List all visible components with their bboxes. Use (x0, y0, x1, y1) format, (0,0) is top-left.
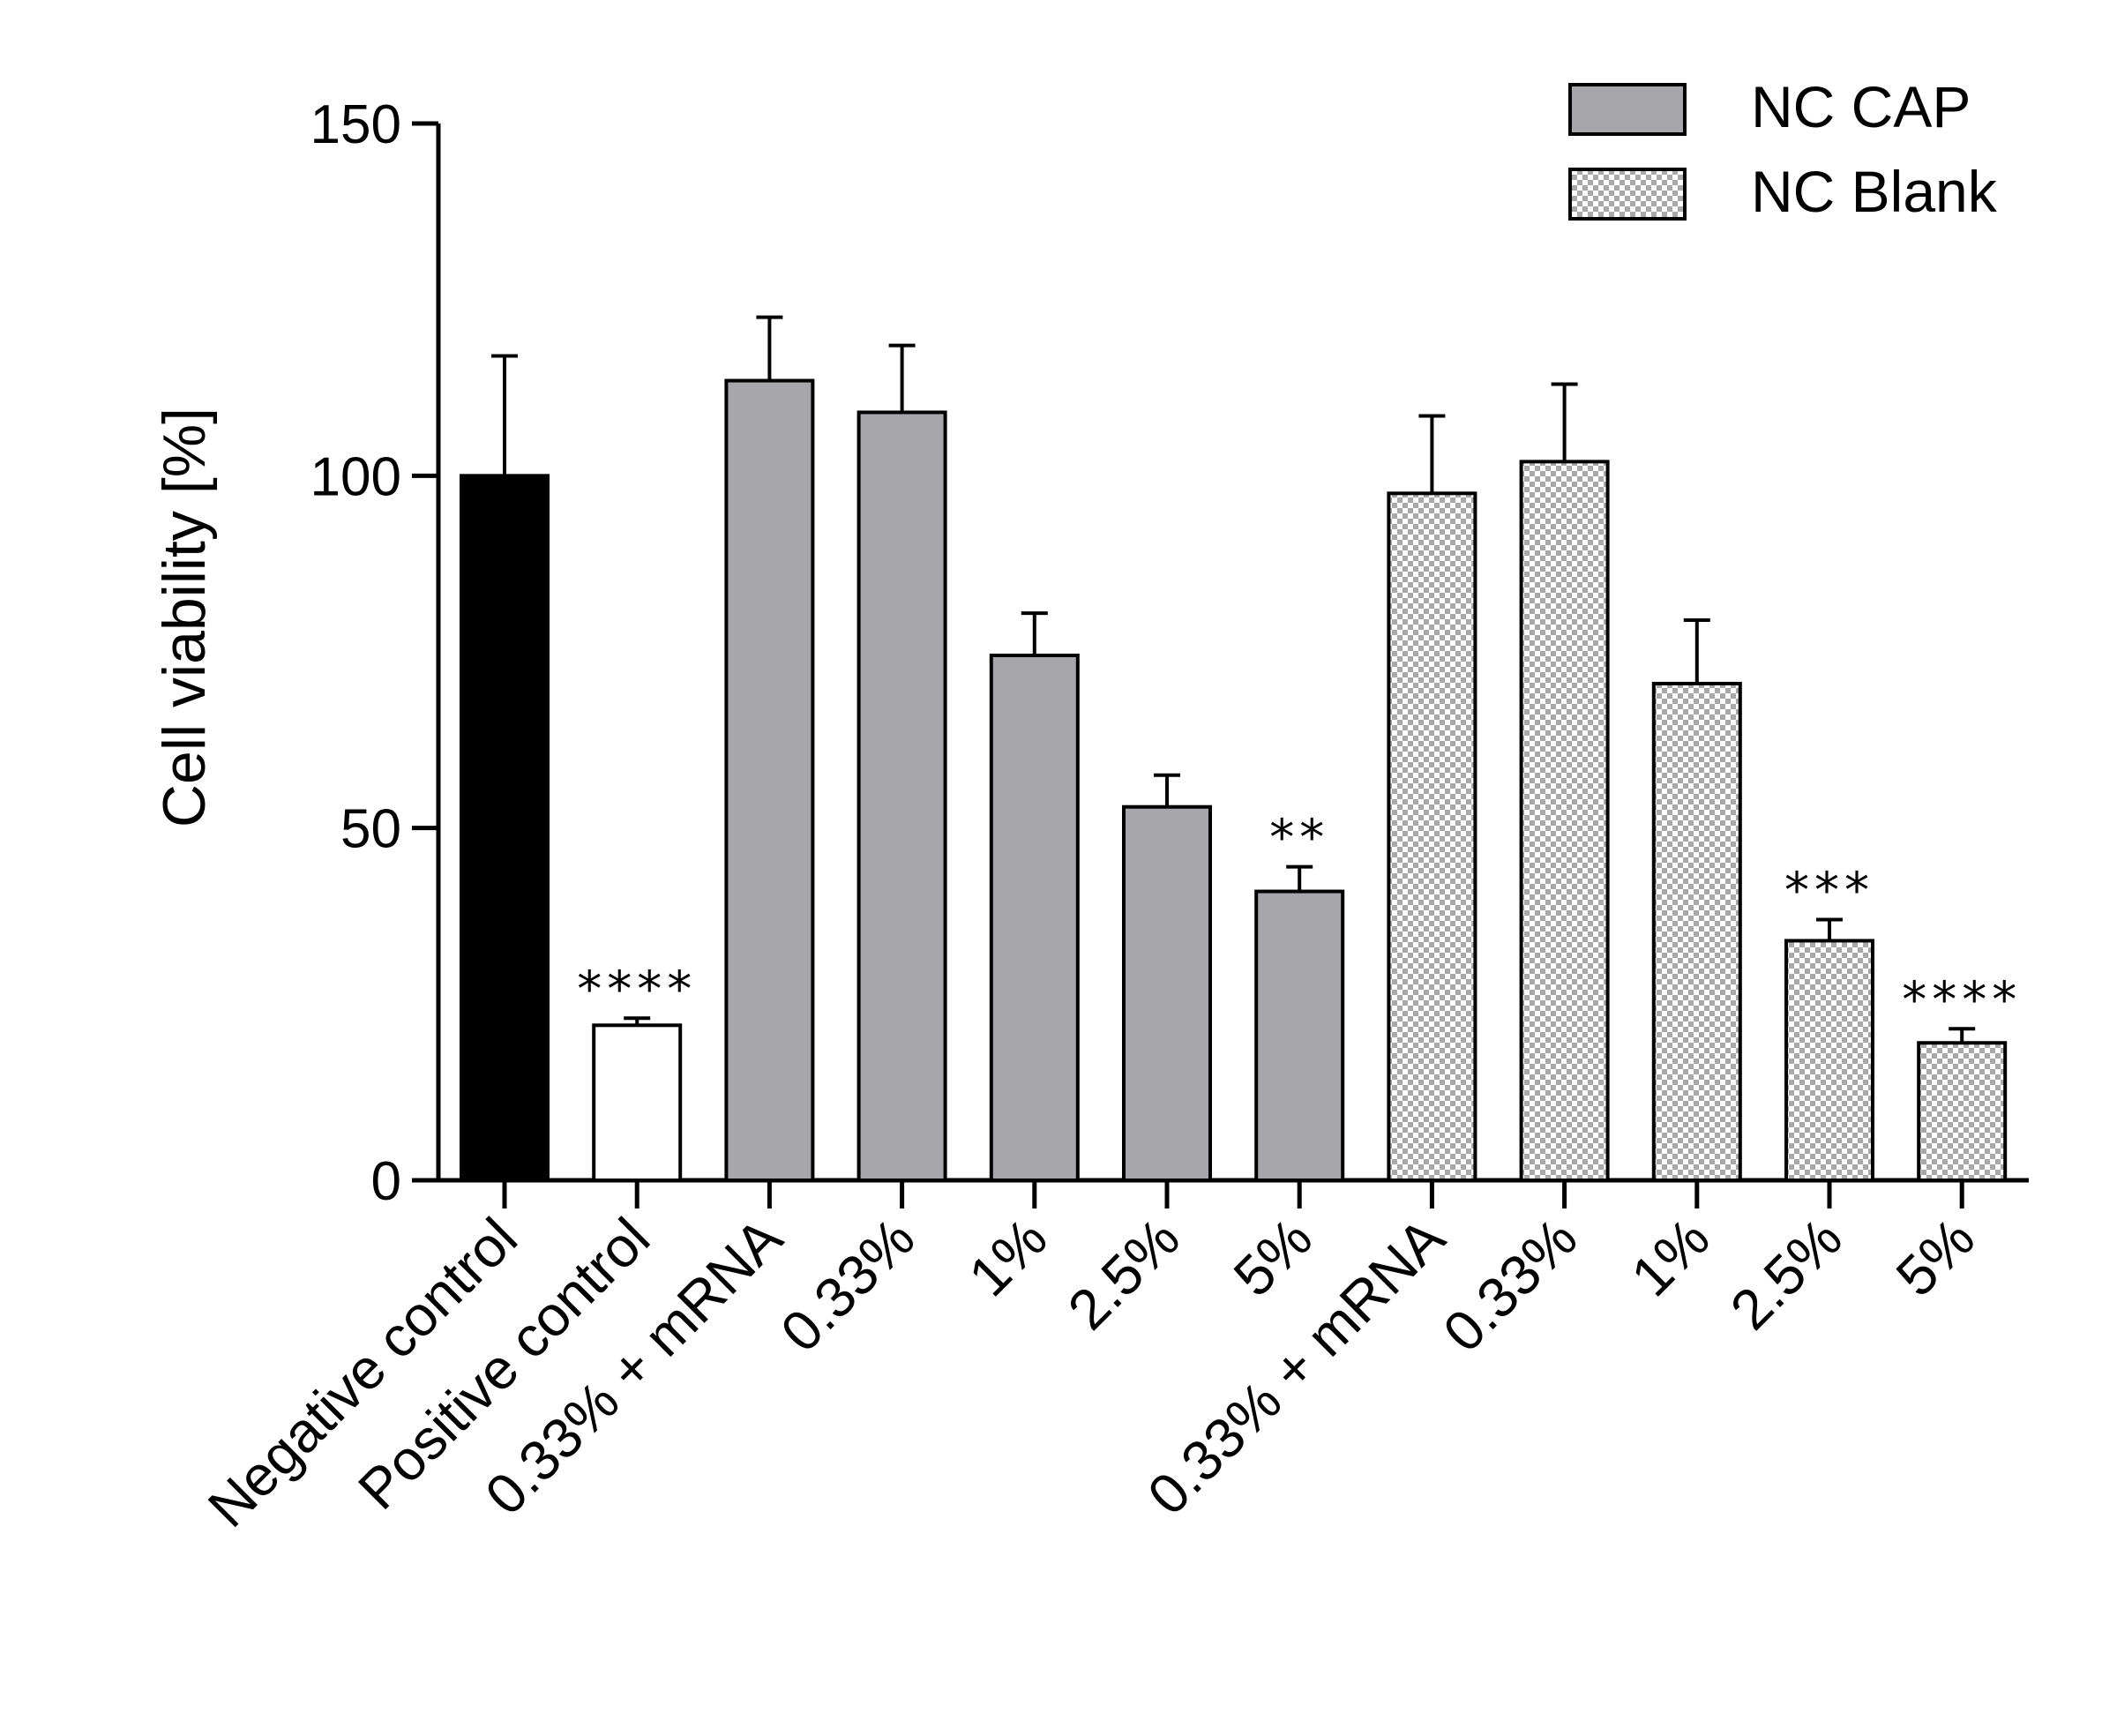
significance-label: *** (1784, 862, 1874, 919)
significance-label: **** (577, 961, 697, 1018)
y-tick-label: 100 (310, 446, 401, 507)
legend-swatch (1568, 168, 1687, 221)
bar (989, 653, 1080, 1182)
x-tick-label: 5% (1222, 1206, 1324, 1308)
x-tick-label: 5% (1884, 1206, 1986, 1308)
bars (460, 315, 2008, 1183)
bar (592, 1023, 683, 1182)
x-tick-label: 1% (1619, 1206, 1721, 1308)
axes (412, 121, 2029, 1208)
x-tick-label: 1% (956, 1206, 1058, 1308)
legend-swatch (1568, 83, 1687, 136)
y-tick-label: 50 (340, 799, 401, 860)
bar (1519, 460, 1610, 1182)
bar (857, 410, 947, 1183)
bar (1122, 804, 1212, 1182)
y-tick-label: 0 (371, 1151, 401, 1212)
significance-label: **** (1902, 971, 2022, 1029)
significance-label: ** (1269, 810, 1329, 867)
bar (1387, 491, 1477, 1182)
y-axis-label: Cell viability [%] (151, 408, 218, 827)
legend: NC CAP NC Blank (1568, 74, 1998, 224)
bar (1917, 1041, 2008, 1183)
bar (1254, 889, 1345, 1183)
bar (1651, 681, 1742, 1182)
bar (1784, 939, 1874, 1183)
x-tick-label: 2.5% (1718, 1206, 1854, 1342)
bar (724, 378, 815, 1183)
y-tick-label: 150 (310, 94, 401, 155)
legend-label: NC CAP (1751, 74, 1971, 139)
x-tick-label: 0.33% (768, 1206, 926, 1364)
x-tick-label: 0.33% (1431, 1206, 1589, 1364)
x-tick-label: 2.5% (1056, 1206, 1192, 1342)
bar (460, 474, 550, 1182)
legend-label: NC Blank (1751, 159, 1998, 224)
